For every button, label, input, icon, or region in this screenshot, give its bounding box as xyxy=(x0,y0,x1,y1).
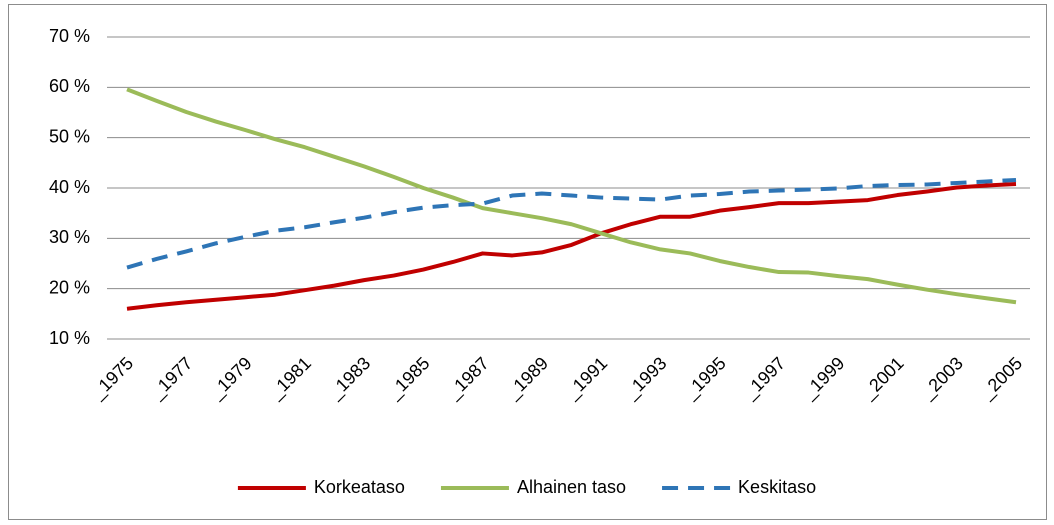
series-line xyxy=(126,87,1017,305)
y-tick-label: 40 % xyxy=(49,177,90,197)
y-tick-label: 70 % xyxy=(49,26,90,46)
series-line xyxy=(126,177,1017,270)
legend-label: Alhainen taso xyxy=(517,477,626,497)
y-tick-label: 50 % xyxy=(49,126,90,146)
chart-frame xyxy=(8,4,1047,520)
y-tick-label: 20 % xyxy=(49,277,90,297)
y-tick-label: 10 % xyxy=(49,328,90,348)
legend-label: Korkeataso xyxy=(314,477,405,497)
series-line xyxy=(126,181,1017,311)
y-tick-label: 60 % xyxy=(49,76,90,96)
y-tick-label: 30 % xyxy=(49,227,90,247)
legend-label: Keskitaso xyxy=(738,477,816,497)
